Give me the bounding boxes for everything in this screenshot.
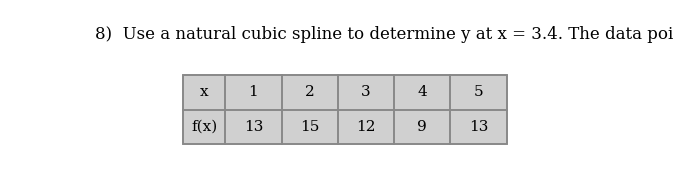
Bar: [183, 75, 225, 110]
Text: 8)  Use a natural cubic spline to determine y at x = 3.4. The data points are;: 8) Use a natural cubic spline to determi…: [94, 26, 673, 43]
Bar: [450, 110, 507, 144]
Text: 3: 3: [361, 85, 371, 99]
Text: 12: 12: [356, 120, 376, 134]
Bar: [450, 75, 507, 110]
Bar: [183, 110, 225, 144]
Bar: [338, 75, 394, 110]
Bar: [281, 75, 338, 110]
Bar: [281, 110, 338, 144]
Text: 13: 13: [244, 120, 263, 134]
Text: x: x: [200, 85, 209, 99]
Bar: [225, 75, 281, 110]
Text: 15: 15: [300, 120, 320, 134]
Text: 9: 9: [417, 120, 427, 134]
Text: 4: 4: [417, 85, 427, 99]
Bar: [183, 75, 507, 144]
Text: 2: 2: [305, 85, 314, 99]
Bar: [338, 110, 394, 144]
Text: 1: 1: [248, 85, 258, 99]
Bar: [394, 110, 450, 144]
Text: f(x): f(x): [191, 120, 217, 134]
Text: 13: 13: [469, 120, 488, 134]
Bar: [225, 110, 281, 144]
Text: 5: 5: [474, 85, 483, 99]
Bar: [394, 75, 450, 110]
